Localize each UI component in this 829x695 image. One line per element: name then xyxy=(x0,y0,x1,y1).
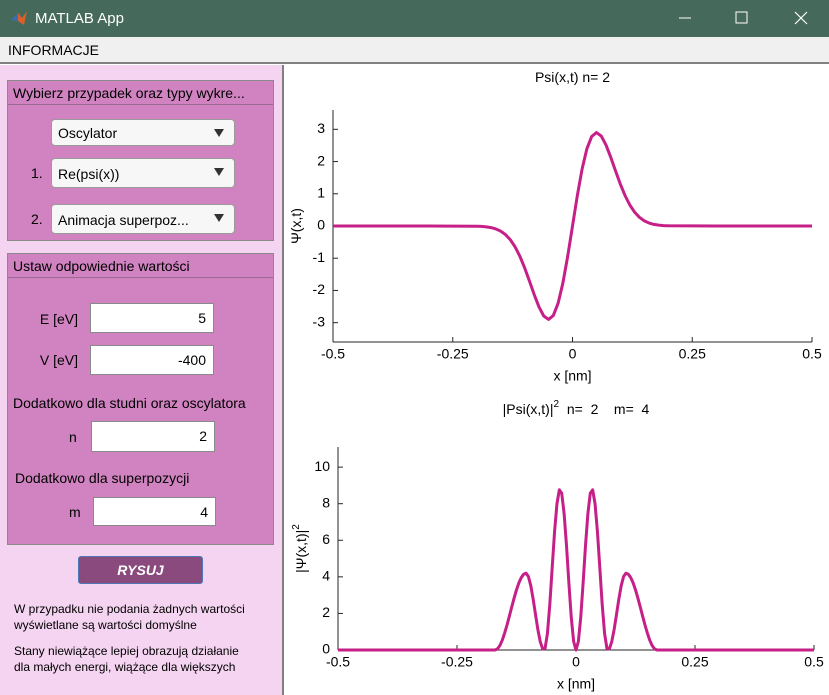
title-text: |Psi(x,t)| xyxy=(503,401,554,417)
note: Dodatkowo dla superpozycji xyxy=(15,470,190,486)
menu-bar: INFORMACJE xyxy=(0,37,829,64)
y-tick-label: 0 xyxy=(322,641,330,657)
x-tick-label: -0.25 xyxy=(441,654,473,670)
x-tick-label: 0.25 xyxy=(681,654,708,670)
y-label-text: |Ψ(x,t)| xyxy=(293,530,309,573)
note: Dodatkowo dla studni oraz oscylatora xyxy=(13,395,246,411)
y-tick-label: 2 xyxy=(322,604,330,620)
y-tick-label: 3 xyxy=(317,120,325,136)
x-tick-label: 0.25 xyxy=(679,346,706,362)
x-tick-label: 0 xyxy=(569,346,577,362)
draw-button[interactable]: RYSUJ xyxy=(78,556,203,584)
field-label: V [eV] xyxy=(39,352,78,368)
title-suffix: n= 2 m= 4 xyxy=(559,401,649,417)
y-tick-label: 10 xyxy=(314,458,330,474)
plot-label: 2. xyxy=(31,211,43,227)
x-tick-label: -0.25 xyxy=(437,346,469,362)
y-tick-label: 8 xyxy=(322,494,330,510)
info-text: wyświetlane są wartości domyślne xyxy=(14,618,197,632)
chart-title: Psi(x,t) n= 2 xyxy=(535,69,610,85)
y-label-superscript: 2 xyxy=(291,524,302,530)
field-input[interactable]: 2 xyxy=(91,421,215,452)
y-tick-label: 1 xyxy=(317,184,325,200)
plot-dropdown[interactable]: Re(psi(x)) xyxy=(51,158,235,188)
x-axis-label: x [nm] xyxy=(553,368,591,384)
x-tick-label: 0.5 xyxy=(802,346,822,362)
y-label-text: Ψ(x,t) xyxy=(288,208,304,244)
info-text: W przypadku nie podania żadnych wartości xyxy=(14,602,245,616)
data-line xyxy=(333,131,812,321)
field-input[interactable]: -400 xyxy=(90,345,214,375)
x-tick-label: -0.5 xyxy=(321,346,345,362)
y-tick-label: -3 xyxy=(313,313,326,329)
x-axis-label: x [nm] xyxy=(557,676,595,692)
y-tick-label: 4 xyxy=(322,568,330,584)
x-tick-label: -0.5 xyxy=(326,654,350,670)
field-label: n xyxy=(69,429,77,445)
window-title: MATLAB App xyxy=(35,10,124,27)
info-text: Stany niewiążące lepiej obrazują działan… xyxy=(14,644,239,658)
app-icon xyxy=(11,11,27,25)
data-line xyxy=(338,488,814,652)
field-label: E [eV] xyxy=(39,311,78,327)
select-panel: Wybierz przypadek oraz typy wykre... Osc… xyxy=(7,80,274,241)
field-input[interactable]: 5 xyxy=(90,303,214,333)
x-tick-label: 0.5 xyxy=(804,654,824,670)
plot-dropdown[interactable]: Animacja superpoz... xyxy=(51,204,235,234)
y-tick-label: -2 xyxy=(313,281,326,297)
control-panel: Wybierz przypadek oraz typy wykre... Osc… xyxy=(0,65,284,695)
field-input[interactable]: 4 xyxy=(93,497,216,526)
values-panel: Ustaw odpowiednie wartości E [eV] 5 V [e… xyxy=(7,253,274,545)
info-text: dla małych energi, wiążące dla większych xyxy=(14,660,236,674)
x-tick-label: 0 xyxy=(572,654,580,670)
case-dropdown[interactable]: Oscylator xyxy=(51,119,235,146)
y-tick-label: -1 xyxy=(313,249,326,265)
window-controls[interactable] xyxy=(660,0,829,37)
title-bar: MATLAB App xyxy=(0,0,829,37)
title-text: Psi(x,t) n= 2 xyxy=(535,69,610,85)
y-tick-label: 0 xyxy=(317,217,325,233)
y-axis-label: Ψ(x,t) xyxy=(288,208,304,244)
title-superscript: 2 xyxy=(553,399,559,410)
panel-title: Ustaw odpowiednie wartości xyxy=(8,254,273,278)
panel-title: Wybierz przypadek oraz typy wykre... xyxy=(8,81,273,105)
y-tick-label: 6 xyxy=(322,531,330,547)
menu-item[interactable]: INFORMACJE xyxy=(8,42,99,58)
plot-label: 1. xyxy=(31,165,43,181)
field-label: m xyxy=(69,504,81,520)
y-axis-label: |Ψ(x,t)|2 xyxy=(291,524,309,573)
chart-title: |Psi(x,t)|2 n= 2 m= 4 xyxy=(503,399,650,417)
y-tick-label: 2 xyxy=(317,152,325,168)
